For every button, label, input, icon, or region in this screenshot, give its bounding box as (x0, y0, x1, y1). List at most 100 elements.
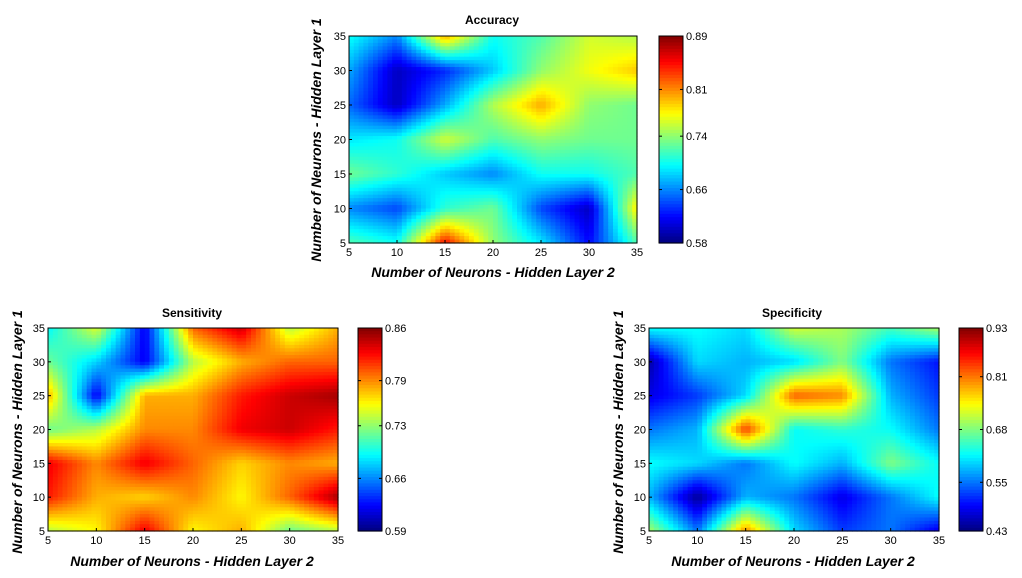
accuracy-heatmap-cell (430, 87, 436, 92)
accuracy-heatmap-cell (459, 201, 465, 206)
accuracy-heatmap-cell (483, 105, 489, 110)
accuracy-colorbar-segment (659, 94, 683, 99)
accuracy-heatmap-cell (560, 36, 566, 41)
accuracy-heatmap-cell (536, 80, 542, 85)
accuracy-heatmap-cell (593, 136, 600, 141)
accuracy-heatmap-cell (425, 111, 432, 116)
accuracy-heatmap-cell (593, 153, 600, 158)
accuracy-heatmap-cell (617, 122, 624, 127)
accuracy-heatmap-cell (401, 167, 408, 172)
accuracy-heatmap-cell (483, 46, 489, 51)
accuracy-heatmap-cell (416, 222, 422, 227)
accuracy-heatmap-cell (584, 129, 590, 134)
accuracy-heatmap-cell (545, 125, 552, 130)
sensitivity-heatmap-cell (81, 399, 88, 404)
accuracy-heatmap-cell (464, 77, 470, 82)
accuracy-heatmap-cell (440, 239, 446, 244)
accuracy-heatmap-cell (397, 208, 403, 213)
sensitivity-heatmap-cell (57, 355, 64, 360)
accuracy-heatmap-cell (627, 53, 633, 58)
accuracy-heatmap-cell (377, 67, 384, 72)
accuracy-heatmap-cell (497, 232, 504, 237)
accuracy-heatmap-cell (569, 153, 576, 158)
accuracy-heatmap-cell (411, 39, 417, 44)
accuracy-heatmap-cell (541, 218, 547, 223)
sensitivity-heatmap-cell (168, 375, 175, 380)
sensitivity-heatmap-cell (72, 388, 78, 393)
accuracy-colorbar-segment (659, 194, 683, 199)
accuracy-heatmap-cell (560, 225, 566, 230)
accuracy-heatmap-cell (373, 39, 379, 44)
sensitivity-heatmap-cell (178, 375, 184, 380)
accuracy-heatmap-cell (493, 146, 499, 151)
accuracy-heatmap-cell (617, 156, 624, 161)
accuracy-heatmap-cell (541, 42, 547, 47)
accuracy-heatmap-cell (349, 187, 355, 192)
accuracy-heatmap-cell (349, 46, 355, 51)
accuracy-heatmap-cell (373, 111, 379, 116)
accuracy-heatmap-cell (382, 53, 388, 58)
accuracy-heatmap-cell (373, 67, 379, 72)
accuracy-heatmap-cell (622, 215, 628, 220)
accuracy-heatmap-cell (531, 39, 537, 44)
accuracy-heatmap-cell (569, 229, 576, 234)
accuracy-heatmap-cell (358, 46, 364, 51)
accuracy-colorbar-segment (659, 152, 683, 157)
sensitivity-heatmap-cell (333, 344, 339, 349)
accuracy-colorbar-segment (659, 61, 683, 66)
accuracy-heatmap-cell (574, 177, 580, 182)
accuracy-heatmap-cell (541, 167, 547, 172)
sensitivity-heatmap-cell (183, 395, 189, 400)
accuracy-colorbar-segment (659, 220, 683, 225)
sensitivity-heatmap-cell (110, 328, 117, 332)
sensitivity-heatmap-cell (304, 371, 310, 376)
accuracy-heatmap-cell (464, 225, 470, 230)
sensitivity-heatmap-cell (255, 382, 262, 387)
sensitivity-heatmap-cell (222, 358, 228, 363)
sensitivity-heatmap-cell (260, 378, 267, 383)
sensitivity-heatmap-cell (260, 375, 267, 380)
accuracy-heatmap-cell (425, 132, 432, 137)
accuracy-heatmap-cell (421, 156, 427, 161)
accuracy-heatmap-cell (382, 177, 388, 182)
accuracy-heatmap-cell (435, 194, 441, 199)
accuracy-heatmap-cell (541, 194, 547, 199)
accuracy-heatmap-cell (387, 170, 393, 175)
accuracy-heatmap-cell (449, 70, 456, 75)
accuracy-heatmap-cell (497, 105, 504, 110)
accuracy-heatmap-cell (425, 218, 432, 223)
accuracy-heatmap-cell (459, 184, 465, 189)
accuracy-heatmap-cell (603, 136, 609, 141)
sensitivity-heatmap-cell (96, 338, 102, 343)
sensitivity-heatmap-cell (149, 348, 155, 353)
accuracy-heatmap-cell (358, 187, 364, 192)
sensitivity-heatmap-cell (48, 388, 54, 393)
accuracy-heatmap-cell (469, 105, 475, 110)
accuracy-heatmap-cell (598, 205, 604, 210)
accuracy-heatmap-cell (430, 229, 436, 234)
accuracy-heatmap-cell (579, 80, 585, 85)
accuracy-heatmap-cell (617, 139, 624, 144)
accuracy-heatmap-cell (593, 84, 600, 89)
accuracy-heatmap-cell (377, 80, 384, 85)
accuracy-heatmap-cell (377, 174, 384, 179)
accuracy-heatmap-cell (502, 170, 508, 175)
accuracy-heatmap-cell (353, 63, 360, 68)
accuracy-heatmap-cell (565, 170, 571, 175)
accuracy-heatmap-cell (377, 53, 384, 58)
accuracy-heatmap-cell (382, 42, 388, 47)
accuracy-heatmap-cell (627, 205, 633, 210)
accuracy-heatmap-cell (488, 205, 494, 210)
accuracy-heatmap-cell (416, 36, 422, 41)
sensitivity-heatmap-cell (309, 348, 315, 353)
accuracy-heatmap-cell (469, 218, 475, 223)
accuracy-heatmap-cell (411, 184, 417, 189)
accuracy-heatmap-cell (421, 70, 427, 75)
sensitivity-heatmap-cell (139, 375, 146, 380)
accuracy-heatmap-cell (545, 46, 552, 51)
sensitivity-heatmap-cell (323, 388, 329, 393)
accuracy-heatmap-cell (507, 84, 513, 89)
accuracy-heatmap-cell (449, 87, 456, 92)
sensitivity-heatmap-cell (193, 338, 199, 343)
accuracy-heatmap-cell (387, 70, 393, 75)
